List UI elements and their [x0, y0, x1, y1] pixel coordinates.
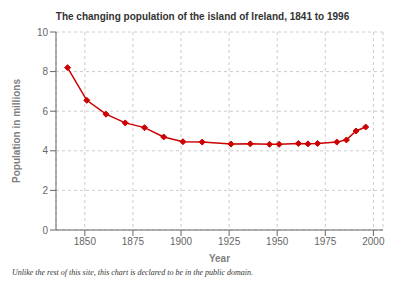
html-text:Unlike the rest of this site,: Unlike the rest of this site, this chart… [12, 268, 253, 277]
svg-text:1975: 1975 [314, 236, 337, 247]
svg-text:2000: 2000 [362, 236, 385, 247]
svg-text:Population in millions: Population in millions [11, 79, 22, 183]
svg-text:1900: 1900 [170, 236, 193, 247]
svg-text:8: 8 [42, 66, 48, 77]
html-text:The changing population of the: The changing population of the island of… [55, 11, 350, 22]
svg-text:0: 0 [42, 225, 48, 236]
svg-text:Year: Year [209, 253, 230, 264]
svg-text:1875: 1875 [122, 236, 145, 247]
svg-text:6: 6 [42, 106, 48, 117]
svg-text:10: 10 [37, 27, 49, 38]
svg-text:1925: 1925 [218, 236, 241, 247]
svg-text:4: 4 [42, 145, 48, 156]
svg-text:1850: 1850 [74, 236, 97, 247]
svg-text:2: 2 [42, 185, 48, 196]
svg-text:1950: 1950 [266, 236, 289, 247]
